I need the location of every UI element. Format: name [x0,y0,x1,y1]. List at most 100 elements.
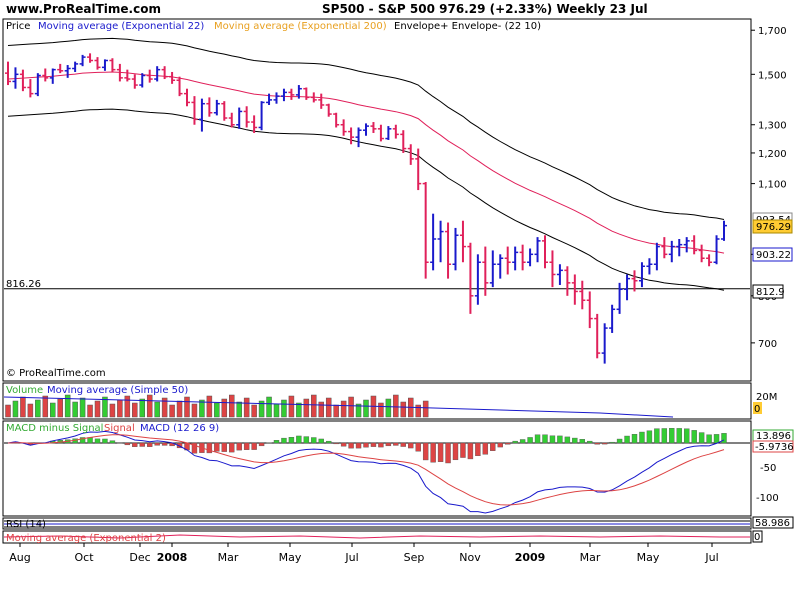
site-name: www.ProRealTime.com [6,2,161,16]
volume-bar [422,400,429,418]
volume-y-tick: 20M [756,392,777,403]
macd-hist-bar [601,442,608,445]
macd-hist-bar [646,430,653,444]
volume-ma-line [3,396,674,418]
macd-hist-bar [684,428,690,444]
ohlc-bar [579,280,586,310]
lower-envelope-label-box [752,284,784,299]
volume-bar [27,403,34,418]
ohlc-bar [489,250,496,288]
macd-hist-bar [706,434,712,444]
macd-hist-bar [348,442,354,449]
macd-hist-bar [669,427,675,444]
last-price-label-box [752,219,793,234]
macd-hist-bar [721,433,727,444]
macd-hist-bar [609,441,615,444]
ohlc-bar [564,266,571,296]
ohlc-bar [49,68,56,84]
x-tick-label: Jul [704,551,718,564]
macd-hist-bar [430,442,436,463]
volume-bar [5,404,11,418]
ohlc-bar [706,254,713,267]
ohlc-bar [370,122,377,133]
macd-hist-bar [572,437,578,444]
ohlc-bar [542,235,548,269]
x-tick-label: May [637,551,660,564]
price-y-tick-label: 700 [758,339,777,350]
ohlc-bar [482,246,489,296]
ohlc-bar [519,244,526,271]
volume-bar [325,397,332,418]
macd-hist-bar [94,438,101,444]
price-y-tick-label: 1,200 [758,149,787,160]
macd-hist-bar [340,442,347,447]
macd-hist-bar [206,442,213,454]
ohlc-bar [303,87,310,100]
ohlc-bar [213,99,220,116]
volume-bar [161,397,168,418]
legend-envelope: Envelope+ Envelope- (22 10) [394,21,541,32]
ohlc-bar [571,274,578,305]
macd-hist-bar [124,442,131,446]
ohlc-bar [422,182,429,279]
ohlc-bar [556,264,563,285]
macd-hist-bar [303,436,310,444]
volume-bar [206,395,213,418]
macd-hist-bar [102,438,108,444]
ohlc-bar [109,58,116,72]
volume-bar [184,396,190,418]
legend-volume-ma: Moving average (Simple 50) [47,385,188,396]
volume-bar [378,402,384,418]
macd-hist-bar [214,442,220,452]
ohlc-bar [161,66,168,80]
volume-bar [35,399,41,418]
ohlc-bar [295,85,302,99]
macd-signal-label: -5.9736 [755,442,794,453]
ohlc-bar [691,235,698,255]
ohlc-bar [206,97,213,117]
ohlc-bar [251,115,258,133]
ma-panel-label-box [752,530,763,543]
price-y-tick-label: 1,300 [758,121,787,132]
macd-hist-bar [512,440,518,444]
macd-hist-bar [467,442,474,460]
volume-bar [318,401,324,418]
ohlc-bar [430,213,437,271]
ohlc-bar [19,69,26,92]
price-y-tick-label: 1,100 [758,180,787,191]
ohlc-bar [42,68,49,82]
volume-bar [221,398,228,418]
macd-hist-bar [87,437,93,444]
ohlc-bar [363,123,369,136]
macd-hist-bar [579,439,585,444]
volume-bar [348,396,354,418]
ohlc-bar [333,112,340,128]
volume-bar [176,400,183,418]
volume-bar [243,397,250,418]
legend-macd-hist: MACD minus Signal [6,423,103,434]
volume-bar [251,404,257,418]
macd-hist-bar [497,442,503,448]
ohlc-bar [198,98,205,132]
volume-bar [57,398,63,418]
macd-hist-bar [534,434,541,444]
ohlc-bar [169,71,176,84]
ohlc-bar [139,73,146,88]
macd-y-tick-50: -50 [760,463,776,474]
ohlc-bar [94,57,101,70]
ohlc-bar [400,130,407,153]
ohlc-bar [325,103,332,117]
ohlc-bar [661,237,668,259]
ohlc-bar [27,79,34,98]
ohlc-bar [146,69,153,83]
macd-hist-bar [437,442,444,462]
macd-hist-bar [475,442,481,457]
volume-bar [340,400,347,418]
ohlc-bar [452,227,459,271]
rsi-label-box [752,516,794,529]
ma-label: 903.22 [756,250,791,261]
ma-panel-label: 0 [754,532,760,543]
macd-hist-bar [624,435,630,444]
macd-hist-bar [363,442,369,448]
